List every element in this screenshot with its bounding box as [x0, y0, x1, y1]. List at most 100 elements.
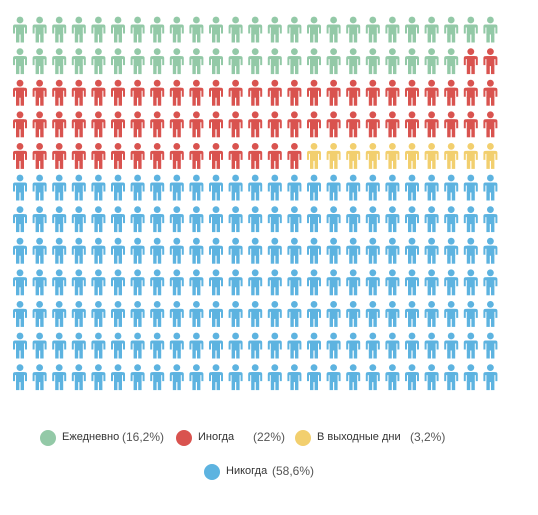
- person-icon-never: [424, 174, 439, 201]
- person-icon-never: [267, 332, 282, 359]
- legend-dot-weekends: [295, 430, 311, 446]
- person-icon-daily: [307, 16, 321, 43]
- person-icon-never: [189, 301, 204, 327]
- person-icon-never: [209, 332, 223, 359]
- person-icon-never: [150, 206, 165, 233]
- person-icon-never: [463, 269, 478, 296]
- person-icon-never: [91, 237, 106, 264]
- person-icon-never: [405, 237, 419, 264]
- person-icon-never: [405, 269, 419, 296]
- person-icon-sometimes: [189, 143, 204, 169]
- person-icon-never: [209, 269, 223, 296]
- person-icon-daily: [32, 16, 47, 43]
- person-icon-never: [169, 174, 184, 201]
- person-icon-never: [150, 174, 165, 201]
- person-icon-never: [209, 237, 223, 264]
- person-icon-never: [346, 237, 361, 264]
- person-icon-never: [365, 301, 380, 327]
- person-icon-never: [326, 237, 341, 264]
- person-icon-daily: [209, 16, 223, 43]
- person-icon-never: [248, 206, 263, 233]
- person-icon-sometimes: [444, 79, 459, 106]
- person-icon-never: [52, 301, 67, 327]
- person-icon-never: [13, 269, 27, 296]
- person-icon-daily: [346, 16, 361, 43]
- legend-item-never: Никогда (58,6%): [204, 462, 334, 482]
- person-icon-never: [248, 237, 263, 264]
- person-icon-never: [267, 206, 282, 233]
- person-icon-never: [111, 174, 125, 201]
- person-icon-never: [209, 301, 223, 327]
- person-icon-never: [150, 332, 165, 359]
- person-icon-never: [228, 206, 243, 233]
- person-icon-never: [483, 364, 498, 391]
- person-icon-daily: [326, 16, 341, 43]
- person-icon-daily: [444, 48, 459, 75]
- person-icon-never: [248, 364, 263, 391]
- person-icon-sometimes: [248, 143, 263, 169]
- person-icon-sometimes: [267, 143, 282, 169]
- person-icon-never: [130, 269, 145, 296]
- person-icon-sometimes: [52, 111, 67, 138]
- legend-pct-sometimes: (22%): [253, 430, 286, 444]
- person-icon-never: [52, 332, 67, 359]
- person-icon-sometimes: [130, 79, 145, 106]
- person-icon-never: [189, 174, 204, 201]
- person-icon-never: [326, 364, 341, 391]
- person-icon-daily: [405, 16, 419, 43]
- person-icon-never: [91, 206, 106, 233]
- person-icon-never: [483, 269, 498, 296]
- person-icon-never: [130, 206, 145, 233]
- person-icon-daily: [71, 16, 86, 43]
- person-icon-sometimes: [385, 111, 400, 138]
- person-icon-sometimes: [32, 111, 47, 138]
- person-icon-daily: [424, 16, 439, 43]
- person-icon-sometimes: [228, 79, 243, 106]
- person-icon-never: [326, 269, 341, 296]
- person-icon-sometimes: [150, 143, 165, 169]
- person-icon-never: [287, 174, 302, 201]
- person-icon-never: [169, 332, 184, 359]
- person-icon-never: [91, 269, 106, 296]
- person-icon-sometimes: [71, 111, 86, 138]
- person-icon-never: [71, 269, 86, 296]
- person-icon-never: [405, 364, 419, 391]
- person-icon-daily: [287, 48, 302, 75]
- person-icon-never: [346, 301, 361, 327]
- person-icon-sometimes: [209, 143, 223, 169]
- person-icon-never: [307, 206, 321, 233]
- person-icon-never: [483, 174, 498, 201]
- person-icon-never: [463, 174, 478, 201]
- person-icon-never: [385, 237, 400, 264]
- person-icon-sometimes: [32, 79, 47, 106]
- person-icon-never: [483, 237, 498, 264]
- person-icon-daily: [424, 48, 439, 75]
- person-icon-never: [13, 301, 27, 327]
- person-icon-sometimes: [346, 111, 361, 138]
- person-icon-sometimes: [483, 111, 498, 138]
- person-icon-sometimes: [13, 143, 27, 169]
- person-icon-sometimes: [111, 143, 125, 169]
- person-icon-never: [130, 237, 145, 264]
- person-icon-never: [71, 206, 86, 233]
- person-icon-daily: [52, 16, 67, 43]
- person-icon-sometimes: [209, 79, 223, 106]
- person-icon-daily: [189, 48, 204, 75]
- person-icon-daily: [365, 48, 380, 75]
- person-icon-never: [111, 237, 125, 264]
- person-icon-never: [385, 364, 400, 391]
- person-icon-never: [248, 269, 263, 296]
- person-icon-sometimes: [13, 111, 27, 138]
- person-icon-never: [405, 174, 419, 201]
- legend-label-daily: Ежедневно: [62, 431, 120, 443]
- person-icon-daily: [444, 16, 459, 43]
- person-icon-never: [405, 301, 419, 327]
- person-icon-never: [130, 174, 145, 201]
- person-icon-daily: [267, 48, 282, 75]
- person-icon-daily: [13, 48, 27, 75]
- person-icon-daily: [307, 48, 321, 75]
- person-icon-never: [483, 301, 498, 327]
- person-icon-daily: [228, 48, 243, 75]
- person-icon-never: [71, 237, 86, 264]
- person-icon-never: [287, 332, 302, 359]
